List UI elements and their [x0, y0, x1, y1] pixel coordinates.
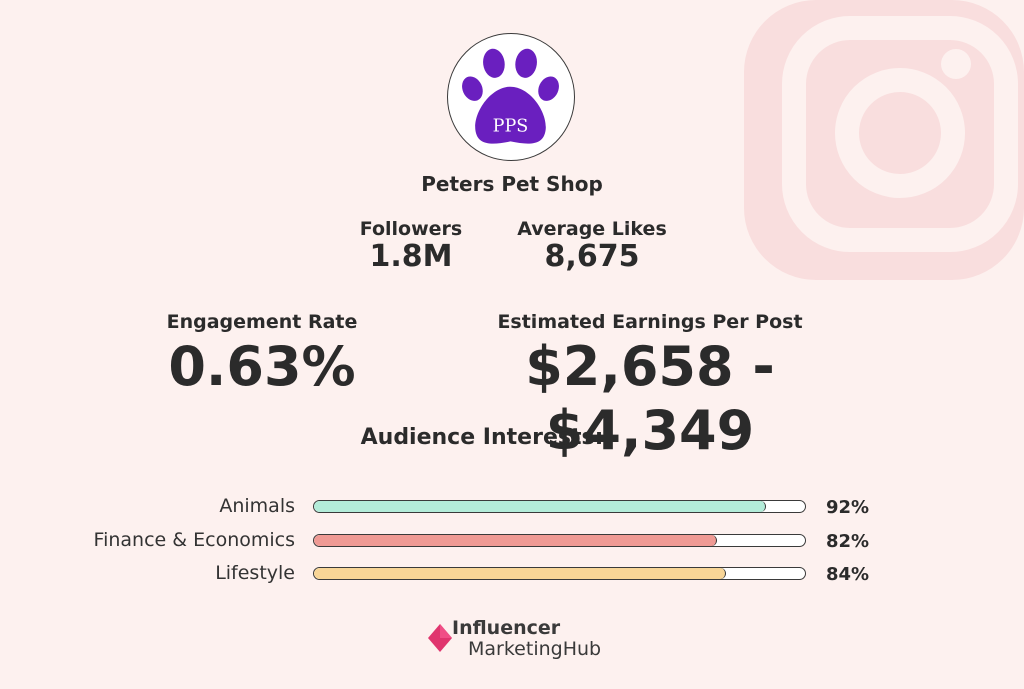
- influencer-marketing-hub-logo: Influencer MarketingHub: [428, 617, 608, 661]
- avatar-text: PPS: [493, 117, 529, 137]
- engagement-rate-value: 0.63%: [168, 335, 356, 398]
- audience-interests-title: Audience Interests:: [360, 425, 604, 450]
- followers-label: Followers: [359, 218, 463, 240]
- average-likes-stat: Average Likes 8,675: [500, 218, 684, 274]
- brand-line-1: Influencer: [452, 617, 561, 639]
- interest-percent-lifestyle: 84%: [826, 564, 870, 585]
- earnings-label: Estimated Earnings Per Post: [497, 311, 803, 333]
- shop-name: Peters Pet Shop: [421, 172, 603, 196]
- interest-label-lifestyle: Lifestyle: [215, 562, 295, 584]
- earnings-value: $2,658 - $4,349: [525, 335, 775, 462]
- followers-value: 1.8M: [369, 239, 453, 274]
- interest-label-animals: Animals: [219, 495, 295, 517]
- interest-percent-animals: 92%: [826, 497, 870, 518]
- interest-bar-track: [313, 534, 806, 547]
- interest-percent-finance-economics: 82%: [826, 531, 870, 552]
- interest-bar-track: [313, 567, 806, 580]
- interest-bar-track: [313, 500, 806, 513]
- average-likes-value: 8,675: [544, 239, 640, 274]
- engagement-rate-stat: Engagement Rate 0.63%: [156, 311, 368, 399]
- instagram-watermark-icon: [744, 0, 1024, 280]
- interest-bar-fill: [314, 568, 727, 579]
- interest-bar-fill: [314, 501, 766, 512]
- average-likes-label: Average Likes: [517, 218, 667, 240]
- followers-stat: Followers 1.8M: [341, 218, 481, 274]
- engagement-rate-label: Engagement Rate: [166, 311, 358, 333]
- earnings-stat: Estimated Earnings Per Post $2,658 - $4,…: [430, 311, 870, 463]
- brand-line-2: MarketingHub: [468, 638, 602, 660]
- brand-diamond-icon: [428, 624, 452, 652]
- interest-bar-fill: [314, 535, 717, 546]
- profile-avatar: PPS: [447, 33, 575, 161]
- interest-label-finance-economics: Finance & Economics: [93, 529, 295, 551]
